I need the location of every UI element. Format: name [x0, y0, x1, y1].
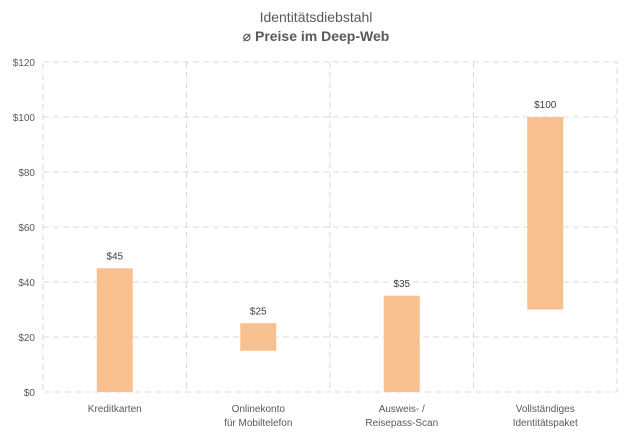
y-tick-label: $20	[18, 333, 35, 344]
range-bar	[383, 295, 420, 392]
data-label: $35	[393, 279, 410, 290]
data-label: $25	[250, 306, 267, 317]
y-tick-label: $120	[13, 58, 36, 69]
data-label: $100	[534, 100, 557, 111]
chart-subtitle: ⌀ Preise im Deep-Web	[242, 28, 390, 44]
x-tick-label: für Mobiltelefon	[224, 418, 292, 429]
y-tick-label: $80	[18, 168, 35, 179]
y-tick-label: $60	[18, 223, 35, 234]
x-tick-label: Reisepass-Scan	[365, 418, 438, 429]
range-bar	[96, 268, 133, 392]
y-tick-label: $100	[13, 113, 36, 124]
chart-title: Identitätsdiebstahl	[259, 9, 373, 25]
x-tick-label: Onlinekonto	[232, 404, 286, 415]
range-bar	[240, 323, 277, 351]
y-tick-label: $40	[18, 278, 35, 289]
y-tick-label: $0	[24, 388, 36, 399]
x-tick-label: Kreditkarten	[88, 404, 142, 415]
x-tick-label: Vollständiges	[516, 404, 575, 415]
x-tick-label: Identitätspaket	[513, 418, 578, 429]
data-label: $45	[106, 251, 123, 262]
x-tick-label: Ausweis- /	[379, 404, 425, 415]
chart-title-block: Identitätsdiebstahl ⌀ Preise im Deep-Web	[0, 8, 632, 46]
range-bar	[527, 117, 564, 310]
